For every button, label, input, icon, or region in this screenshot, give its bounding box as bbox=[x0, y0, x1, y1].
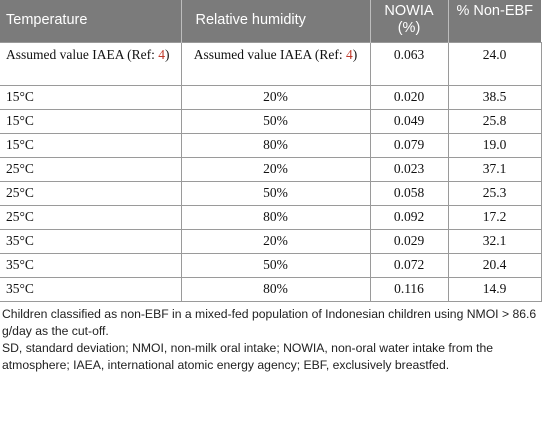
cell-non-ebf: 38.5 bbox=[447, 84, 542, 110]
table-row: 15°C 50% 0.049 25.8 bbox=[0, 108, 542, 134]
cell-temperature: 15°C bbox=[0, 84, 182, 110]
data-table: Temperature Relative humidity NOWIA (%) … bbox=[0, 0, 542, 302]
table-header: Temperature Relative humidity NOWIA (%) … bbox=[0, 0, 541, 42]
cell-non-ebf: 17.2 bbox=[447, 204, 542, 230]
cell-nowia: 0.092 bbox=[369, 204, 449, 230]
table-footnotes: Children classified as non-EBF in a mixe… bbox=[0, 302, 542, 374]
cell-relative-humidity: 80% bbox=[180, 132, 371, 158]
header-relative-humidity: Relative humidity bbox=[181, 0, 371, 42]
table-figure: Temperature Relative humidity NOWIA (%) … bbox=[0, 0, 542, 374]
table-row: 25°C 80% 0.092 17.2 bbox=[0, 204, 542, 230]
cell-text: ) bbox=[352, 46, 358, 62]
cell-relative-humidity: 50% bbox=[180, 252, 371, 278]
cell-temperature: 25°C bbox=[0, 180, 182, 206]
cell-temperature: 15°C bbox=[0, 108, 182, 134]
cell-temperature: 35°C bbox=[0, 228, 182, 254]
cell-nowia: 0.049 bbox=[369, 108, 449, 134]
table-body: Assumed value IAEA (Ref: 4) Assumed valu… bbox=[0, 41, 542, 302]
footnote: Children classified as non-EBF in a mixe… bbox=[2, 306, 537, 338]
cell-relative-humidity: 20% bbox=[180, 84, 371, 110]
cell-non-ebf: 32.1 bbox=[447, 228, 542, 254]
table-row: 15°C 20% 0.020 38.5 bbox=[0, 84, 542, 110]
cell-non-ebf: 20.4 bbox=[447, 252, 542, 278]
cell-relative-humidity: 20% bbox=[180, 156, 371, 182]
header-nowia: NOWIA (%) bbox=[370, 0, 449, 42]
cell-relative-humidity: 80% bbox=[180, 204, 371, 230]
cell-non-ebf: 25.8 bbox=[447, 108, 542, 134]
cell-temperature: 25°C bbox=[0, 204, 182, 230]
cell-text: Assumed value IAEA (Ref: bbox=[6, 46, 159, 62]
cell-nowia: 0.079 bbox=[369, 132, 449, 158]
table-row: Assumed value IAEA (Ref: 4) Assumed valu… bbox=[0, 41, 542, 86]
cell-nowia: 0.116 bbox=[369, 276, 449, 302]
cell-nowia: 0.023 bbox=[369, 156, 449, 182]
cell-nowia: 0.020 bbox=[369, 84, 449, 110]
cell-assumed-rh: Assumed value IAEA (Ref: 4) bbox=[180, 41, 371, 86]
cell-temperature: 15°C bbox=[0, 132, 182, 158]
cell-temperature: 35°C bbox=[0, 276, 182, 302]
cell-non-ebf: 19.0 bbox=[447, 132, 542, 158]
table-row: 25°C 50% 0.058 25.3 bbox=[0, 180, 542, 206]
cell-relative-humidity: 50% bbox=[180, 180, 371, 206]
cell-non-ebf: 25.3 bbox=[447, 180, 542, 206]
footnote: SD, standard deviation; NMOI, non-milk o… bbox=[2, 340, 494, 372]
cell-nowia: 0.072 bbox=[369, 252, 449, 278]
table-row: 35°C 20% 0.029 32.1 bbox=[0, 228, 542, 254]
cell-temperature: 25°C bbox=[0, 156, 182, 182]
cell-relative-humidity: 80% bbox=[180, 276, 371, 302]
cell-assumed-temp: Assumed value IAEA (Ref: 4) bbox=[0, 41, 182, 86]
table-row: 35°C 80% 0.116 14.9 bbox=[0, 276, 542, 302]
cell-text: ) bbox=[164, 46, 170, 62]
cell-temperature: 35°C bbox=[0, 252, 182, 278]
cell-non-ebf: 14.9 bbox=[447, 276, 542, 302]
cell-relative-humidity: 50% bbox=[180, 108, 371, 134]
cell-non-ebf: 24.0 bbox=[447, 41, 542, 86]
cell-nowia: 0.063 bbox=[369, 41, 449, 86]
header-temperature: Temperature bbox=[0, 0, 182, 42]
reference-link[interactable]: 4 bbox=[158, 46, 165, 62]
header-non-ebf: % Non-EBF bbox=[448, 0, 541, 42]
cell-nowia: 0.029 bbox=[369, 228, 449, 254]
table-row: 25°C 20% 0.023 37.1 bbox=[0, 156, 542, 182]
cell-non-ebf: 37.1 bbox=[447, 156, 542, 182]
cell-text: Assumed value IAEA (Ref: bbox=[193, 46, 346, 62]
table-row: 35°C 50% 0.072 20.4 bbox=[0, 252, 542, 278]
table-row: 15°C 80% 0.079 19.0 bbox=[0, 132, 542, 158]
reference-link[interactable]: 4 bbox=[345, 46, 353, 62]
cell-relative-humidity: 20% bbox=[180, 228, 371, 254]
cell-nowia: 0.058 bbox=[369, 180, 449, 206]
